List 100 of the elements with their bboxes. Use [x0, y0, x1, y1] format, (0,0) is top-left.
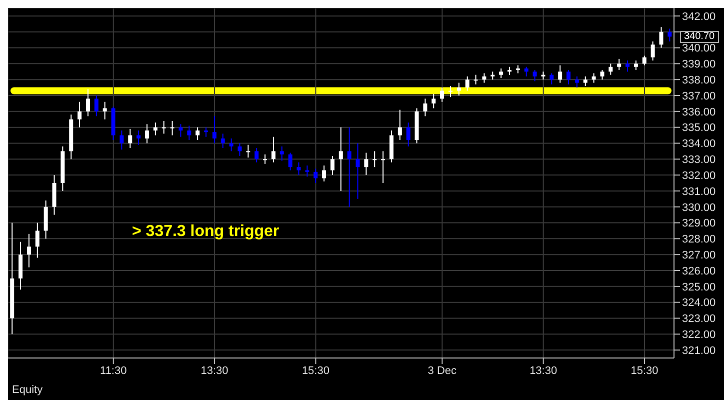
candlestick	[600, 70, 604, 80]
candlestick	[144, 124, 149, 144]
y-tick-label: 323.00	[682, 313, 716, 326]
candlestick	[532, 70, 537, 82]
candlestick	[220, 133, 225, 148]
candlestick	[35, 222, 40, 258]
candlestick	[238, 142, 242, 156]
x-tick-label: 15:30	[302, 364, 330, 377]
y-tick-label: 324.00	[682, 297, 716, 310]
y-tick-label: 339.00	[682, 58, 716, 71]
y-tick-label: 333.00	[682, 154, 716, 166]
y-tick-label: 332.00	[682, 170, 716, 182]
y-tick-label: 337.00	[682, 90, 716, 102]
y-tick-label: 327.00	[682, 249, 716, 262]
candlestick	[271, 136, 276, 163]
y-tick-label: 340.00	[682, 42, 716, 55]
candlestick	[128, 128, 132, 148]
text: Equity	[12, 384, 43, 396]
candlestick	[296, 162, 301, 176]
candlestick	[330, 155, 334, 176]
candlestick	[456, 82, 461, 96]
candlestick	[52, 174, 56, 216]
candlestick	[246, 144, 250, 158]
candlestick	[465, 76, 470, 92]
candlestick	[102, 101, 107, 120]
candlestick	[153, 122, 158, 136]
candlestick	[566, 70, 571, 85]
y-tick-label: 329.00	[682, 218, 716, 230]
y-tick-label: 342.00	[682, 10, 716, 23]
candlestick	[423, 98, 428, 117]
candlestick	[254, 148, 259, 163]
candlestick	[187, 125, 192, 141]
candlestick	[204, 126, 208, 138]
text: 340.70	[680, 30, 719, 43]
candlestick	[305, 165, 310, 178]
candlestick	[162, 120, 166, 134]
y-tick-label: 330.00	[682, 202, 716, 214]
candlestick	[280, 146, 284, 162]
y-tick-label: 328.00	[682, 234, 716, 246]
candlestick	[524, 66, 528, 77]
candlestick	[372, 150, 377, 168]
candlestick	[44, 200, 48, 240]
y-tick-label: 325.00	[682, 281, 716, 294]
candlestick	[482, 72, 486, 84]
candlestick	[26, 233, 31, 268]
candlestick	[583, 76, 588, 86]
candlestick	[668, 28, 672, 42]
candlestick	[608, 63, 613, 76]
x-tick-label: 11:30	[100, 364, 127, 377]
candlestick	[136, 130, 141, 146]
candlestick	[574, 76, 579, 88]
annotation: > 337.3 long trigger	[132, 223, 280, 241]
candlestick	[381, 150, 386, 184]
candlestick	[499, 68, 504, 78]
candlestick	[356, 142, 360, 200]
y-tick-label: 336.00	[682, 106, 716, 118]
candlestick	[288, 152, 292, 171]
candlestick	[78, 101, 82, 128]
y-tick-label: 326.00	[682, 265, 716, 278]
candlestick	[347, 126, 352, 208]
candlestick	[229, 138, 234, 152]
y-tick-label: 334.00	[682, 138, 716, 150]
candlestick	[558, 64, 562, 84]
candlestick	[120, 130, 124, 150]
candlestick	[440, 87, 444, 102]
candlestick	[592, 72, 596, 84]
x-tick-label: 13:30	[200, 364, 228, 377]
candlestick	[196, 126, 200, 141]
candlestick	[178, 124, 183, 138]
candlestick	[338, 126, 343, 192]
candlestick	[634, 60, 638, 71]
candlestick	[389, 130, 394, 163]
y-tick-label: 322.00	[682, 329, 716, 342]
candlestick	[86, 88, 90, 117]
candlestick	[364, 152, 368, 176]
candlestick	[322, 165, 326, 182]
candlestick	[263, 154, 268, 164]
y-tick-label: 321.00	[682, 344, 716, 357]
x-tick-label: 13:30	[530, 364, 558, 377]
candlestick	[448, 85, 452, 98]
candlestick	[617, 58, 622, 71]
candlestick	[406, 122, 410, 147]
candlestick	[94, 95, 98, 117]
y-tick-label: 338.00	[682, 74, 716, 86]
candlestick	[650, 40, 655, 61]
candlestick	[432, 93, 436, 109]
candlestick	[212, 116, 216, 144]
candlestick	[18, 241, 23, 290]
y-tick-label: 331.00	[682, 186, 716, 198]
x-tick-label: 3 Dec	[428, 364, 458, 377]
y-tick-label: 335.00	[682, 122, 716, 134]
candlestick	[550, 72, 554, 85]
candlestick	[474, 74, 478, 85]
candlestick	[659, 26, 664, 48]
candlestick	[642, 55, 646, 66]
candlestick	[170, 120, 174, 136]
candlestick	[314, 168, 318, 184]
candlestick	[398, 109, 402, 141]
x-tick-label: 15:30	[630, 364, 658, 377]
candlestick	[626, 60, 630, 72]
